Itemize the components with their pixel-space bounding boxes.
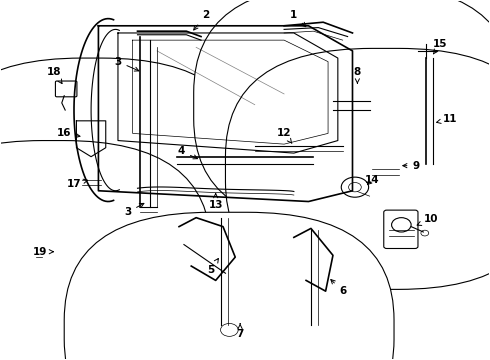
FancyBboxPatch shape: [292, 246, 330, 275]
FancyBboxPatch shape: [64, 212, 394, 360]
Text: 3: 3: [124, 203, 144, 217]
FancyBboxPatch shape: [55, 81, 77, 97]
Text: 7: 7: [237, 324, 244, 339]
Text: 16: 16: [57, 129, 80, 138]
FancyBboxPatch shape: [384, 210, 418, 248]
Circle shape: [300, 252, 322, 268]
Text: 4: 4: [178, 146, 197, 159]
Text: 19: 19: [33, 247, 53, 257]
Circle shape: [292, 274, 311, 288]
Text: 14: 14: [365, 175, 379, 185]
Text: 18: 18: [47, 67, 62, 84]
Text: 3: 3: [114, 57, 139, 71]
Text: 12: 12: [277, 129, 292, 143]
Circle shape: [174, 259, 196, 275]
Text: 5: 5: [207, 258, 219, 275]
Text: 2: 2: [194, 10, 210, 30]
Text: 15: 15: [433, 39, 448, 54]
FancyBboxPatch shape: [0, 58, 248, 300]
Circle shape: [348, 183, 361, 192]
Circle shape: [421, 230, 429, 236]
FancyBboxPatch shape: [194, 0, 490, 226]
Text: 13: 13: [208, 194, 223, 210]
Text: 9: 9: [403, 161, 419, 171]
Circle shape: [220, 323, 238, 336]
Text: 6: 6: [331, 279, 346, 296]
Text: 10: 10: [417, 215, 438, 225]
FancyBboxPatch shape: [80, 125, 102, 147]
Circle shape: [392, 218, 411, 232]
FancyBboxPatch shape: [225, 48, 490, 289]
Circle shape: [221, 240, 239, 253]
Text: 8: 8: [354, 67, 361, 83]
Text: 11: 11: [437, 114, 458, 124]
FancyBboxPatch shape: [199, 150, 242, 167]
FancyBboxPatch shape: [0, 140, 211, 360]
Text: 17: 17: [67, 179, 88, 189]
Text: 1: 1: [290, 10, 306, 27]
Circle shape: [341, 177, 368, 197]
